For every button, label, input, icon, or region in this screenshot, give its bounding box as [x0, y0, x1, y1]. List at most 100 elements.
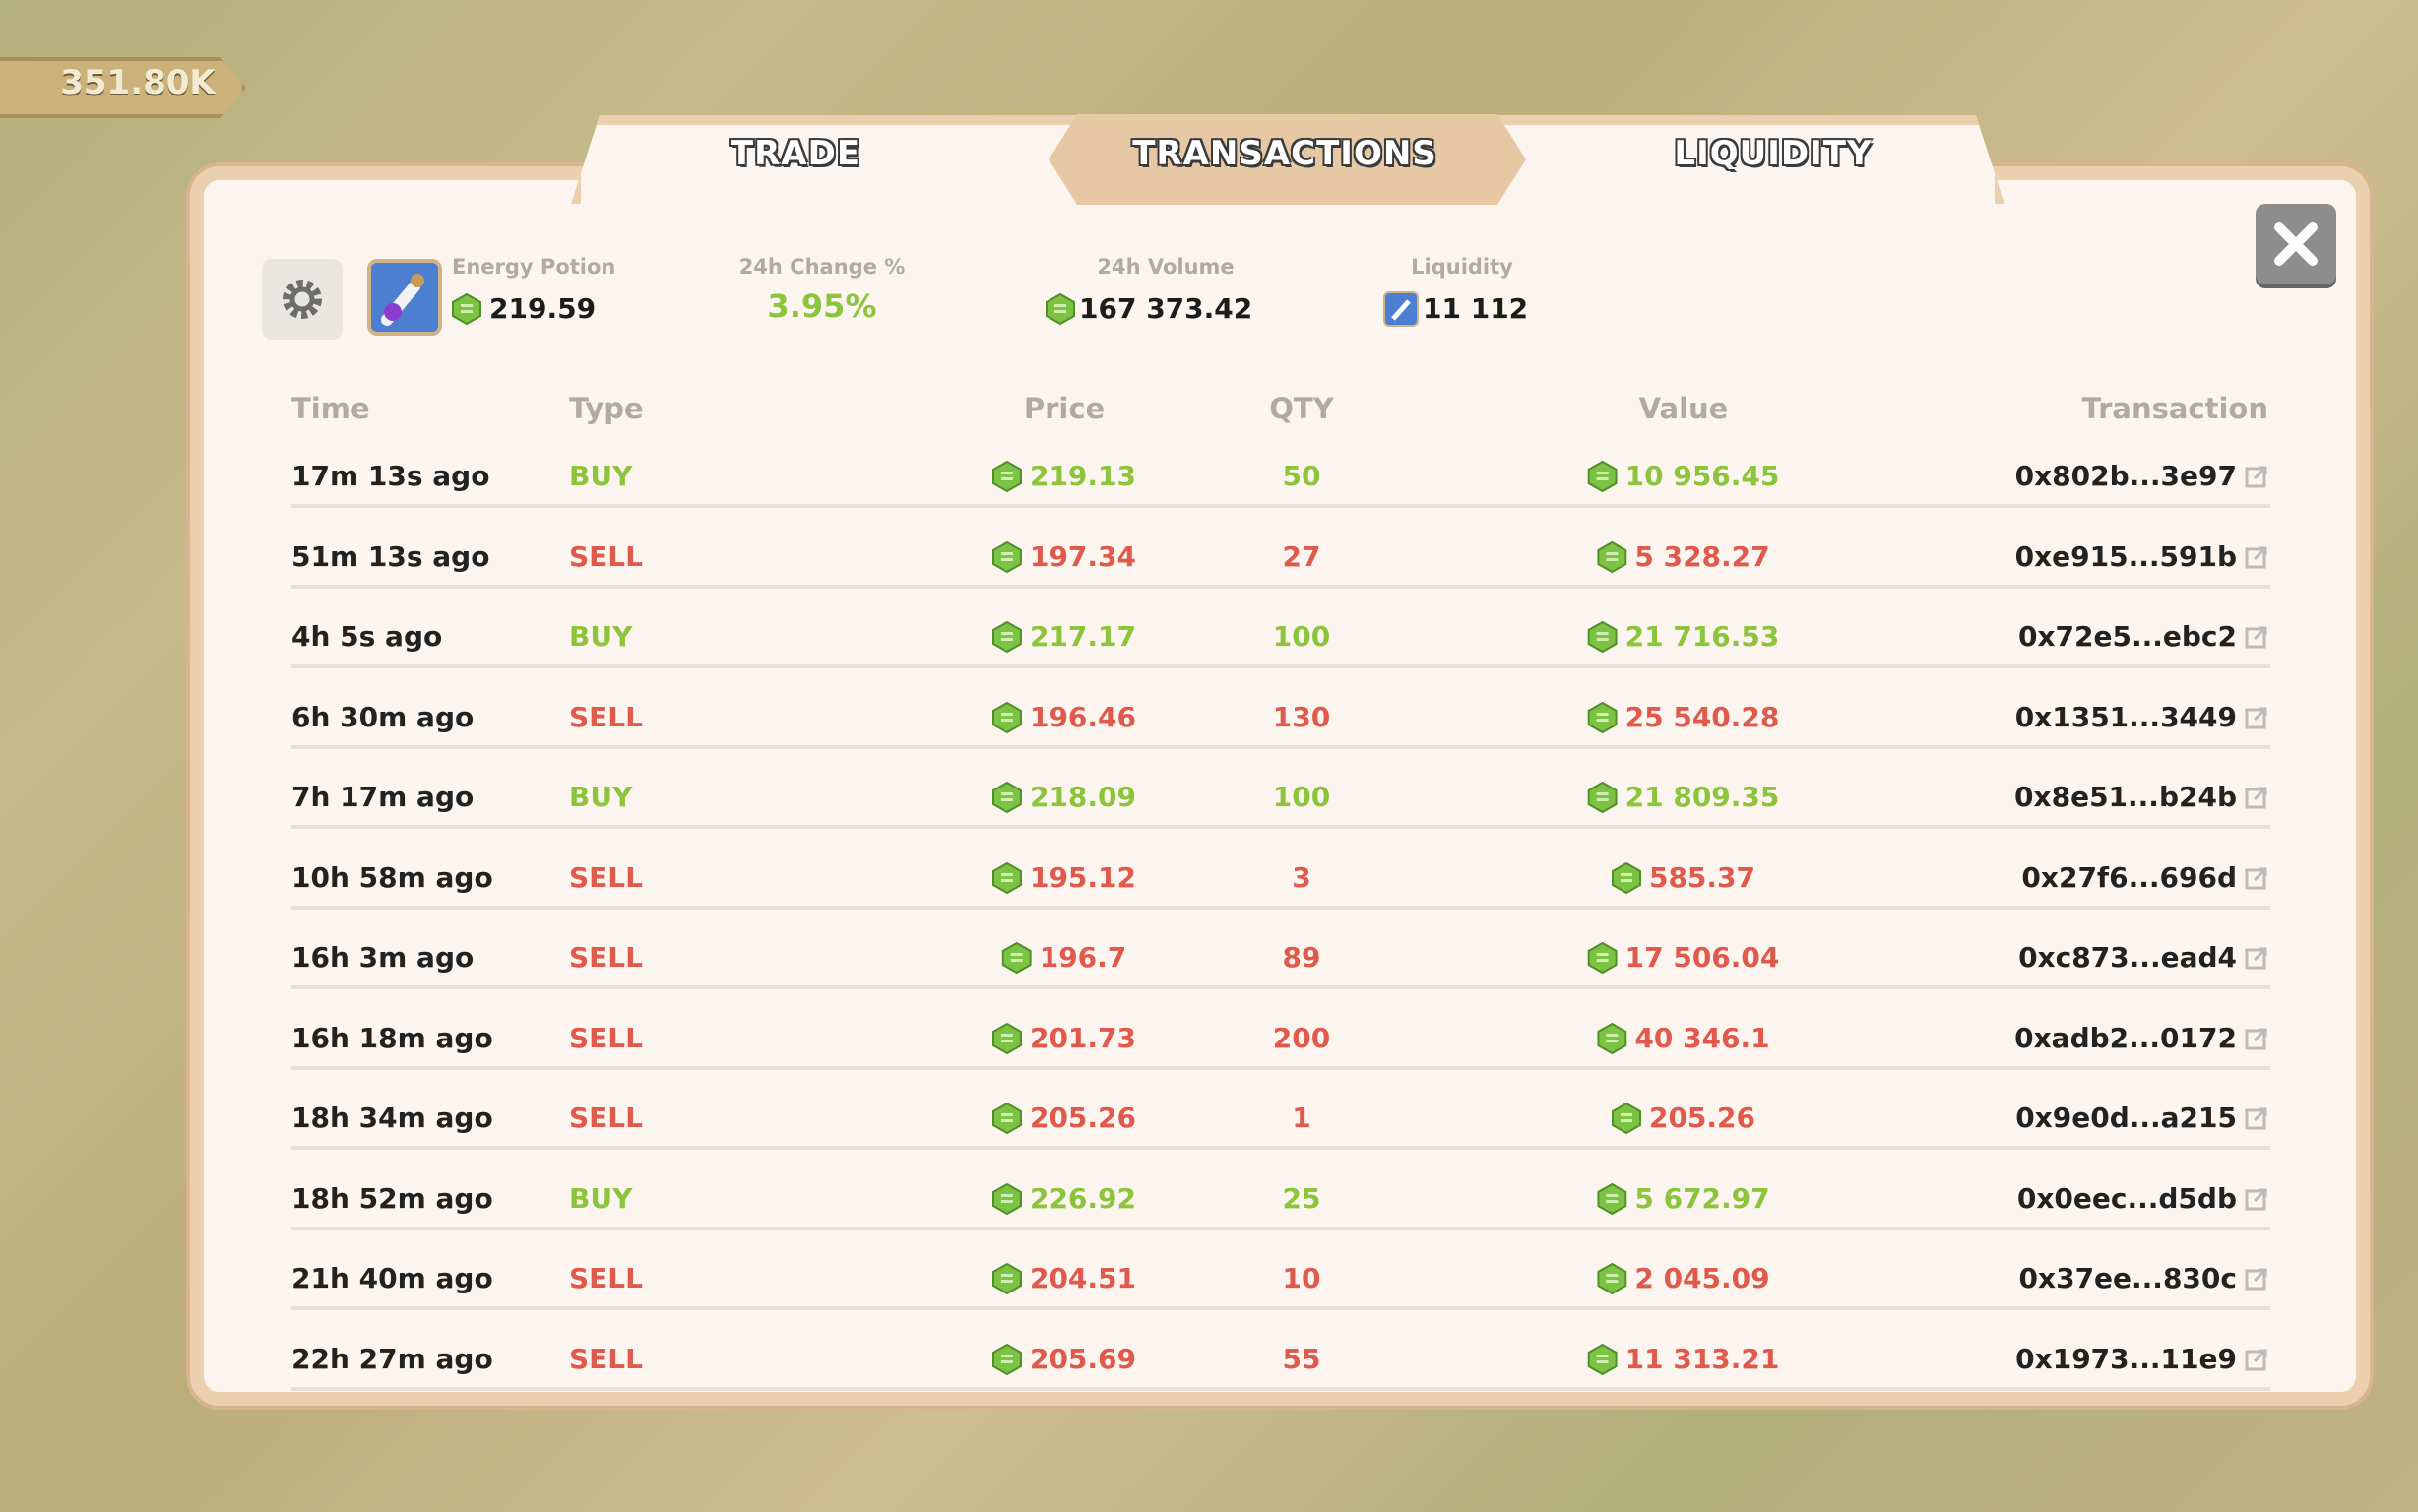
time: 7h 17m ago	[291, 781, 475, 813]
close-button[interactable]	[2256, 204, 2336, 284]
external-link-icon[interactable]	[2245, 1267, 2268, 1291]
row-separator	[291, 504, 2270, 508]
price-cell: 217.17	[991, 617, 1136, 657]
external-link-icon[interactable]	[2245, 545, 2268, 569]
transaction-hash[interactable]: 0x37ee...830c	[2018, 1262, 2237, 1294]
external-link-icon[interactable]	[2245, 786, 2268, 809]
value-cell: 10 956.45	[1587, 457, 1780, 496]
transaction-cell[interactable]: 0x27f6...696d	[2021, 858, 2268, 898]
qty: 130	[1272, 700, 1331, 733]
transaction-hash[interactable]: 0x72e5...ebc2	[2017, 620, 2237, 653]
time: 10h 58m ago	[291, 860, 493, 894]
value: 11 313.21	[1624, 1342, 1780, 1375]
transaction-hash[interactable]: 0xadb2...0172	[2014, 1021, 2237, 1054]
tab[interactable]: LIQUIDITY	[1674, 134, 1873, 173]
item-price: 219.59	[452, 287, 596, 331]
tab[interactable]: TRADE	[730, 134, 861, 173]
price: 196.46	[1029, 700, 1137, 733]
price: 197.34	[1029, 539, 1137, 573]
transaction-cell[interactable]: 0x0eec...d5db	[2017, 1179, 2268, 1219]
type: SELL	[569, 1102, 643, 1134]
external-link-icon[interactable]	[2245, 706, 2268, 729]
price-cell: 226.92	[991, 1179, 1136, 1219]
row-separator	[291, 1146, 2270, 1150]
coin-icon	[1597, 1263, 1627, 1294]
liquidity: 11 112	[1383, 287, 1528, 331]
transaction-cell[interactable]: 0x37ee...830c	[2019, 1259, 2268, 1298]
transaction-hash[interactable]: 0x9e0d...a215	[2015, 1102, 2237, 1134]
external-link-icon[interactable]	[2245, 1187, 2268, 1211]
transaction-cell[interactable]: 0x1973...11e9	[2015, 1340, 2268, 1379]
transaction-hash[interactable]: 0x1973...11e9	[2015, 1342, 2237, 1375]
transaction-cell[interactable]: 0xc873...ead4	[2018, 938, 2268, 977]
coin-icon	[991, 1102, 1022, 1134]
qty: 3	[1292, 860, 1311, 894]
type: SELL	[569, 539, 643, 573]
value: 10 956.45	[1624, 460, 1780, 492]
coin-icon	[991, 1022, 1022, 1054]
price: 218.09	[1029, 781, 1137, 813]
transaction-cell[interactable]: 0x802b...3e97	[2015, 457, 2268, 496]
coin-icon	[1587, 942, 1618, 974]
qty: 55	[1282, 1342, 1321, 1375]
transaction-hash[interactable]: 0x1351...3449	[2014, 700, 2237, 733]
transaction-cell[interactable]: 0xe915...591b	[2015, 537, 2268, 577]
time: 4h 5s ago	[291, 620, 443, 653]
column-header: Value	[1638, 392, 1729, 425]
type: BUY	[569, 1181, 633, 1215]
coin-icon	[1046, 293, 1075, 325]
value: 40 346.1	[1634, 1021, 1770, 1054]
column-header: Transaction	[2081, 392, 2268, 425]
value-cell: 5 328.27	[1597, 537, 1770, 577]
type: SELL	[569, 1262, 643, 1294]
value-cell: 2 045.09	[1597, 1259, 1770, 1298]
coin-icon	[1597, 540, 1627, 573]
column-header: Type	[569, 392, 644, 425]
transaction-hash[interactable]: 0xe915...591b	[2014, 539, 2237, 573]
type: SELL	[569, 1021, 643, 1054]
time: 6h 30m ago	[291, 700, 475, 733]
transaction-cell[interactable]: 0x9e0d...a215	[2015, 1099, 2268, 1138]
transaction-cell[interactable]: 0xadb2...0172	[2014, 1019, 2268, 1058]
external-link-icon[interactable]	[2245, 1027, 2268, 1050]
coin-icon	[991, 461, 1022, 492]
type: SELL	[569, 700, 643, 733]
qty: 100	[1272, 620, 1331, 653]
coin-icon	[1587, 461, 1618, 492]
gear-icon	[283, 280, 322, 319]
type: BUY	[569, 460, 633, 492]
item-icon	[367, 259, 442, 336]
settings-button[interactable]	[262, 259, 343, 340]
tab[interactable]: TRANSACTIONS	[1132, 134, 1437, 173]
price-cell: 205.26	[991, 1099, 1136, 1138]
transaction-cell[interactable]: 0x1351...3449	[2015, 698, 2268, 737]
transaction-hash[interactable]: 0xc873...ead4	[2018, 941, 2237, 974]
row-separator	[291, 1226, 2270, 1230]
transaction-cell[interactable]: 0x72e5...ebc2	[2018, 617, 2268, 657]
transaction-cell[interactable]: 0x8e51...b24b	[2014, 778, 2268, 817]
volume-text: 167 373.42	[1079, 292, 1253, 325]
external-link-icon[interactable]	[2245, 946, 2268, 970]
coin-icon	[991, 1182, 1022, 1215]
price-cell: 196.46	[991, 698, 1137, 737]
price-cell: 205.69	[991, 1340, 1136, 1379]
external-link-icon[interactable]	[2245, 1348, 2268, 1371]
transaction-hash[interactable]: 0x27f6...696d	[2021, 860, 2237, 894]
liquidity-text: 11 112	[1423, 292, 1529, 325]
type: SELL	[569, 941, 643, 974]
value-cell: 17 506.04	[1587, 938, 1779, 977]
external-link-icon[interactable]	[2245, 465, 2268, 488]
coin-icon	[991, 621, 1022, 653]
row-separator	[291, 985, 2270, 989]
price: 201.73	[1029, 1021, 1137, 1054]
transaction-hash[interactable]: 0x8e51...b24b	[2014, 781, 2237, 813]
price: 195.12	[1029, 860, 1137, 894]
potion-icon	[381, 274, 424, 326]
external-link-icon[interactable]	[2245, 866, 2268, 890]
external-link-icon[interactable]	[2245, 625, 2268, 649]
transaction-hash[interactable]: 0x0eec...d5db	[2016, 1181, 2237, 1215]
transaction-hash[interactable]: 0x802b...3e97	[2014, 460, 2237, 492]
column-header: QTY	[1269, 392, 1334, 425]
external-link-icon[interactable]	[2245, 1106, 2268, 1130]
time: 16h 18m ago	[291, 1021, 493, 1054]
